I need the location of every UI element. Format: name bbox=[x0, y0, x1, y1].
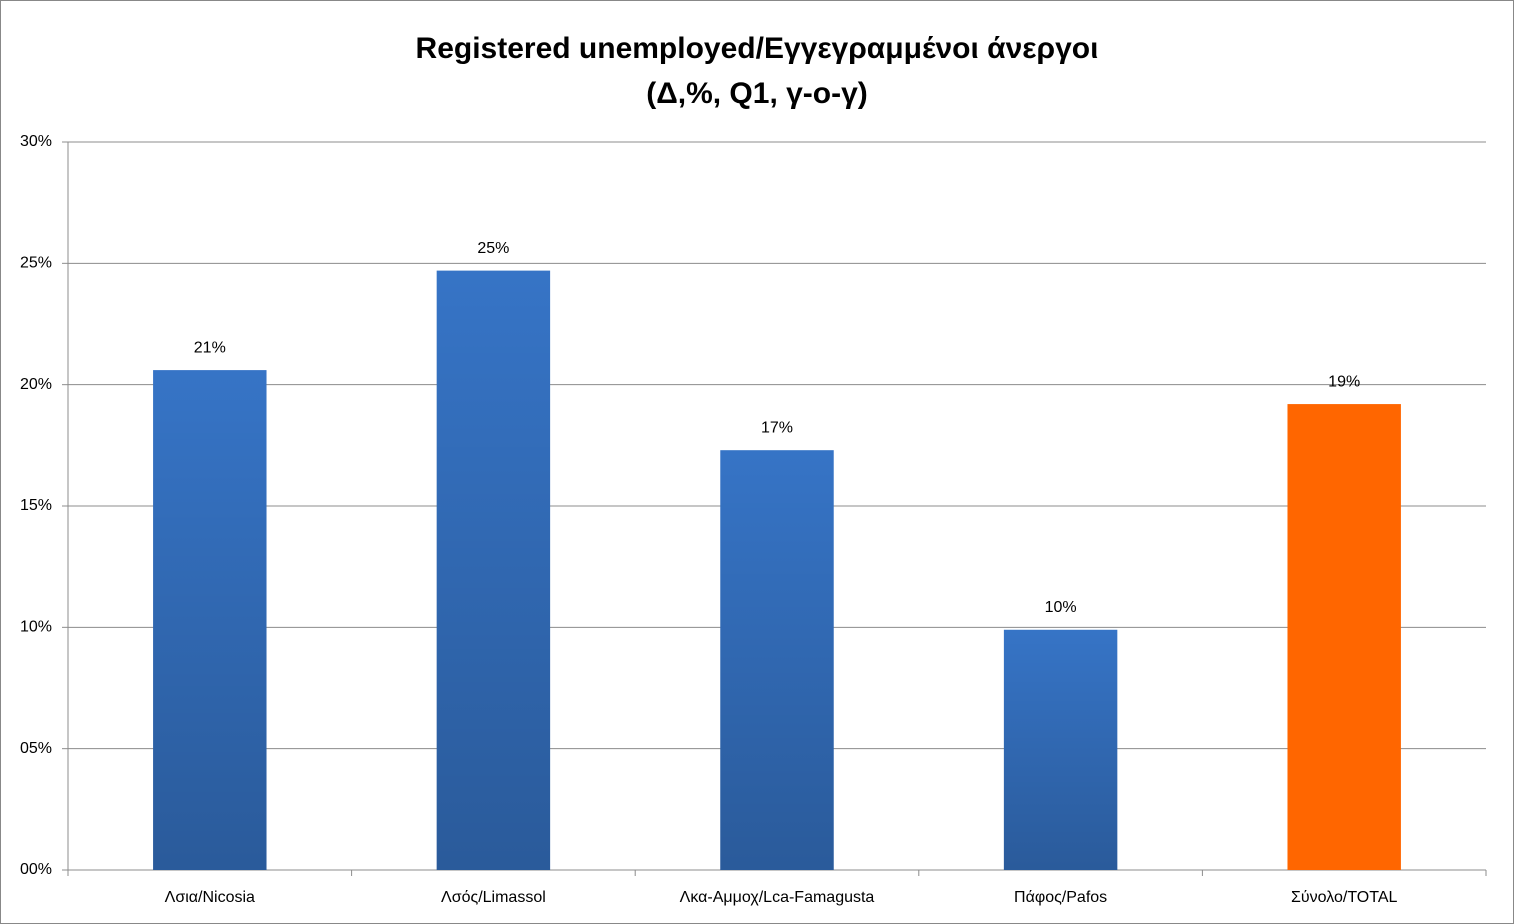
y-tick-label: 10% bbox=[20, 619, 52, 636]
y-tick-label: 05% bbox=[20, 740, 52, 757]
bar bbox=[436, 270, 551, 870]
y-tick-label: 15% bbox=[20, 497, 52, 514]
x-tick-label: Σύνολο/TOTAL bbox=[1291, 889, 1398, 906]
data-label: 21% bbox=[194, 339, 226, 356]
bar bbox=[720, 450, 834, 870]
y-tick-label: 30% bbox=[20, 133, 52, 150]
data-label: 19% bbox=[1328, 373, 1360, 390]
bar bbox=[1287, 404, 1401, 870]
x-tick-label: Λκα-Αμμοχ/Lca-Famagusta bbox=[680, 889, 875, 906]
data-label: 17% bbox=[761, 419, 793, 436]
x-tick-label: Λσια/Nicosia bbox=[165, 889, 255, 906]
bar bbox=[153, 370, 267, 870]
y-tick-label: 00% bbox=[20, 861, 52, 878]
y-tick-label: 20% bbox=[20, 376, 52, 393]
x-tick-label: Λσός/Limassol bbox=[441, 889, 546, 906]
y-tick-label: 25% bbox=[20, 255, 52, 272]
bar bbox=[1003, 629, 1118, 870]
x-tick-label: Πάφος/Pafos bbox=[1014, 889, 1107, 906]
data-label: 25% bbox=[477, 240, 509, 257]
chart-subtitle: (Δ,%, Q1, γ-ο-γ) bbox=[646, 77, 868, 110]
chart-title: Registered unemployed/Εγγεγραμμένοι άνερ… bbox=[416, 32, 1099, 65]
data-label: 10% bbox=[1045, 599, 1077, 616]
